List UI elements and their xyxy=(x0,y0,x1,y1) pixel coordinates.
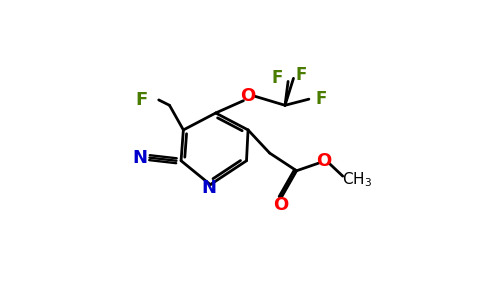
Text: O: O xyxy=(273,196,289,214)
Text: F: F xyxy=(316,90,327,108)
Text: F: F xyxy=(136,91,148,109)
Text: N: N xyxy=(133,149,148,167)
Text: O: O xyxy=(316,152,331,170)
Text: N: N xyxy=(201,179,216,197)
Text: F: F xyxy=(272,69,283,87)
Text: CH$_3$: CH$_3$ xyxy=(342,170,372,189)
Text: F: F xyxy=(296,65,307,83)
Text: O: O xyxy=(241,87,256,105)
